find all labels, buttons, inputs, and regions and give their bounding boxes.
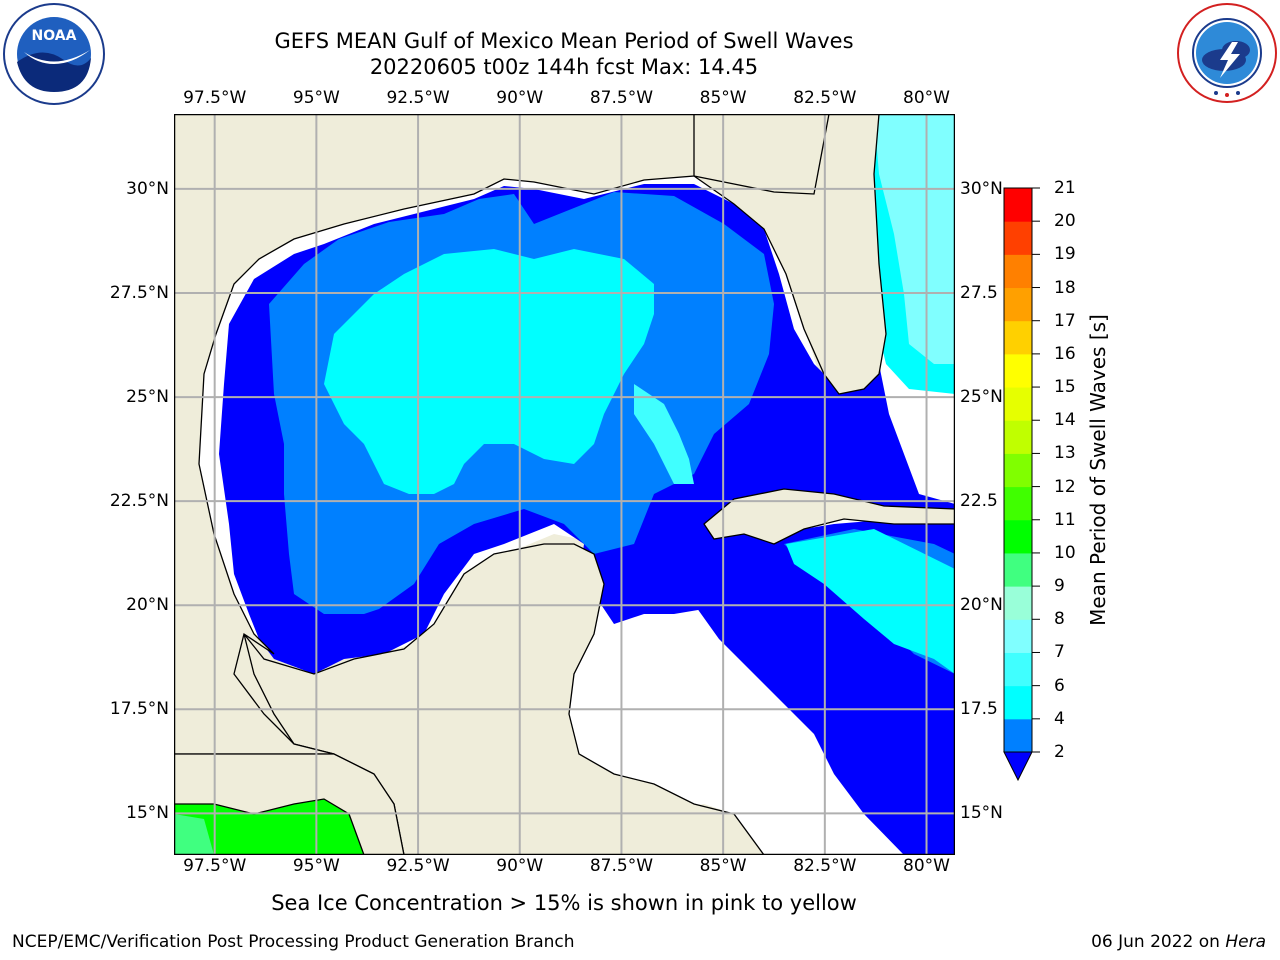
noaa-logo-icon: NOAA	[3, 3, 105, 105]
colorbar-segment	[1004, 221, 1032, 255]
colorbar-level-label: 13	[1054, 443, 1076, 464]
colorbar-level-label: 4	[1054, 708, 1065, 729]
lon-tick-label-bottom: 90°W	[496, 856, 544, 876]
lon-tick-label-top: 80°W	[903, 88, 950, 108]
colorbar-segment	[1004, 519, 1032, 554]
colorbar-level-label: 20	[1054, 211, 1076, 232]
sea-ice-note: Sea Ice Concentration > 15% is shown in …	[271, 891, 857, 915]
lat-tick-label-right: 15°N	[960, 803, 1003, 824]
colorbar-level-label: 2	[1054, 742, 1065, 762]
colorbar-level-label: 21	[1054, 178, 1076, 198]
lat-tick-label-right: 27.5	[960, 283, 998, 303]
colorbar-segment	[1004, 685, 1032, 720]
colorbar-segment	[1004, 552, 1032, 587]
colorbar-segment	[1004, 486, 1032, 521]
chart-subtitle: 20220605 t00z 144h fcst Max: 14.45	[369, 55, 759, 79]
swell-period-7-8	[634, 384, 694, 484]
footer-date: 06 Jun 2022 on Hera	[1091, 932, 1266, 952]
lon-tick-label-bottom: 80°W	[903, 856, 950, 876]
colorbar-level-label: 11	[1054, 509, 1076, 530]
lat-tick-label-right: 17.5	[960, 699, 998, 720]
lon-tick-label-bottom: 85°W	[699, 856, 747, 876]
cuba-land	[703, 488, 955, 545]
colorbar-segment	[1004, 453, 1032, 488]
map-plot	[174, 114, 955, 855]
colorbar-level-label: 15	[1054, 377, 1076, 398]
lon-tick-label-top: 92.5°W	[386, 88, 450, 108]
colorbar-level-label: 9	[1054, 576, 1065, 597]
lat-tick-label-left: 27.5°N	[109, 283, 169, 303]
colorbar-segment	[1004, 254, 1032, 289]
pacific-swell-9-10	[174, 814, 214, 855]
swell-period-6-7	[324, 249, 654, 494]
footer-host: Hera	[1225, 932, 1266, 952]
lon-tick-label-top: 90°W	[496, 88, 544, 108]
chart-title: GEFS MEAN Gulf of Mexico Mean Period of …	[274, 29, 854, 53]
colorbar-level-label: 7	[1054, 642, 1065, 663]
colorbar-segment	[1004, 652, 1032, 687]
lat-tick-label-left: 17.5°N	[109, 699, 169, 720]
lon-tick-label-bottom: 92.5°W	[386, 856, 450, 876]
lon-tick-label-top: 85°W	[699, 88, 747, 108]
noaa-logo-text: NOAA	[32, 28, 77, 44]
map-frame	[174, 114, 955, 855]
colorbar-level-label: 17	[1054, 310, 1076, 331]
lat-tick-label-right: 22.5	[960, 491, 998, 512]
colorbar-level-label: 12	[1054, 476, 1076, 497]
lat-tick-label-left: 20°N	[126, 595, 169, 616]
colorbar-segment	[1004, 387, 1032, 421]
colorbar-segment	[1004, 320, 1032, 355]
lat-tick-label-right: 25°N	[960, 387, 1003, 408]
texas-coast-land	[174, 114, 695, 755]
colorbar	[1003, 187, 1040, 782]
colorbar-segment	[1004, 420, 1032, 454]
colorbar-segment	[1004, 353, 1032, 388]
lon-tick-label-top: 97.5°W	[183, 88, 247, 108]
lat-tick-label-left: 22.5°N	[109, 491, 169, 512]
lon-tick-label-bottom: 82.5°W	[793, 856, 857, 876]
colorbar-segment	[1004, 619, 1032, 653]
yucatan-land	[243, 543, 765, 855]
colorbar-level-label: 18	[1054, 277, 1076, 298]
colorbar-segment	[1004, 718, 1032, 753]
lat-tick-label-left: 15°N	[126, 803, 169, 824]
colorbar-segment	[1004, 287, 1032, 322]
map-gridlines	[174, 114, 955, 855]
colorbar-level-label: 14	[1054, 410, 1076, 431]
footer-branch: NCEP/EMC/Verification Post Processing Pr…	[12, 932, 575, 952]
colorbar-segment	[1004, 586, 1032, 620]
colorbar-level-label: 19	[1054, 244, 1076, 265]
colorbar-frame	[1003, 187, 1033, 753]
lon-tick-label-bottom: 87.5°W	[589, 856, 654, 876]
colorbar-level-label: 6	[1054, 675, 1065, 696]
lat-tick-label-right: 20°N	[960, 595, 1003, 616]
lon-tick-label-top: 82.5°W	[793, 88, 857, 108]
colorbar-extend-min	[1003, 751, 1033, 782]
footer-date-text: 06 Jun 2022 on	[1091, 932, 1220, 952]
lon-tick-label-top: 87.5°W	[589, 88, 654, 108]
lat-tick-label-left: 25°N	[126, 387, 169, 408]
lon-tick-label-bottom: 97.5°W	[183, 856, 247, 876]
colorbar-level-label: 16	[1054, 343, 1076, 364]
colorbar-segment	[1004, 188, 1032, 222]
lon-tick-label-top: 95°W	[292, 88, 340, 108]
lat-tick-label-left: 30°N	[126, 178, 169, 199]
lat-tick-label-right: 30°N	[960, 178, 1003, 199]
colorbar-title: Mean Period of Swell Waves [s]	[1086, 314, 1110, 626]
nws-logo-icon	[1177, 3, 1277, 103]
lon-tick-label-bottom: 95°W	[292, 856, 340, 876]
colorbar-level-label: 10	[1054, 542, 1076, 563]
caribbean-swell-6-8	[786, 529, 955, 674]
colorbar-level-label: 8	[1054, 609, 1065, 630]
